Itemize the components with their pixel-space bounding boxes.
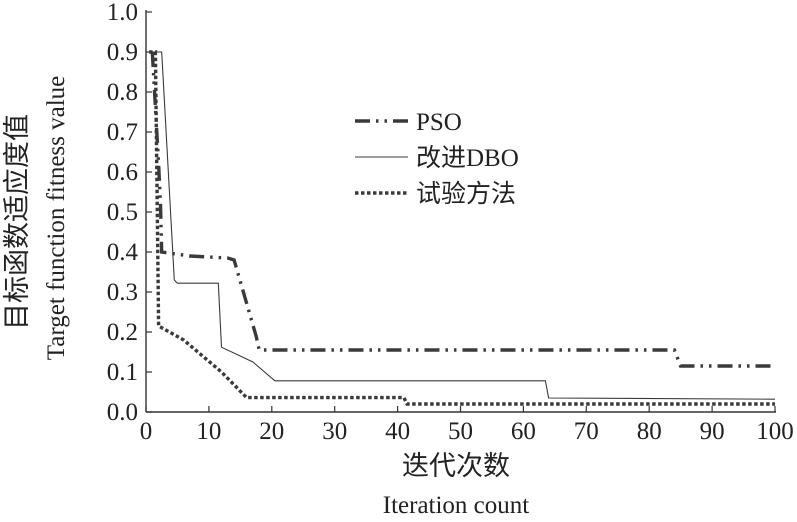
y-axis-title-en: Target function fitness value [43, 76, 70, 361]
x-axis-title-en: Iteration count [383, 492, 530, 519]
y-tick-label: 0.1 [107, 359, 138, 386]
y-tick-label: 0.5 [107, 199, 138, 226]
x-tick-label: 20 [259, 418, 284, 445]
y-tick-label: 0.3 [107, 279, 138, 306]
y-tick-label: 0.2 [107, 319, 138, 346]
x-tick-label: 70 [574, 418, 599, 445]
legend-label-1: PSO [416, 109, 462, 136]
series-line-2 [149, 51, 776, 400]
x-axis: 0 10 20 30 40 50 60 70 80 90 100 [140, 406, 794, 445]
y-tick-label: 0.0 [107, 399, 138, 426]
x-tick-label: 10 [196, 418, 221, 445]
y-axis: 0.0 0.1 0.2 0.3 0.4 0.5 0.6 0.7 0.8 0.9 1.0 [107, 0, 152, 426]
legend-label-2: 改进DBO [416, 144, 519, 172]
y-tick-label: 0.4 [107, 239, 139, 266]
legend-label-3: 试验方法 [416, 180, 516, 208]
y-axis-title-cn: 目标函数适应度值 [2, 114, 32, 330]
y-tick-label: 0.7 [107, 119, 138, 146]
series-line-3 [149, 50, 775, 406]
x-tick-label: 30 [322, 418, 347, 445]
x-tick-label: 80 [637, 418, 662, 445]
x-tick-label: 60 [511, 418, 536, 445]
x-tick-label: 100 [756, 418, 794, 445]
legend: PSO 改进DBO 试验方法 [355, 109, 519, 208]
y-tick-label: 0.8 [107, 79, 138, 106]
x-tick-label: 40 [385, 418, 410, 445]
series-line-1 [150, 51, 775, 368]
y-tick-label: 0.6 [107, 159, 138, 186]
x-tick-label: 50 [448, 418, 473, 445]
x-tick-label: 0 [140, 418, 153, 445]
y-tick-label: 0.9 [107, 39, 138, 66]
series-layer [149, 50, 776, 406]
x-axis-title-cn: 迭代次数 [402, 451, 510, 481]
y-tick-label: 1.0 [107, 0, 138, 26]
x-tick-label: 90 [700, 418, 725, 445]
